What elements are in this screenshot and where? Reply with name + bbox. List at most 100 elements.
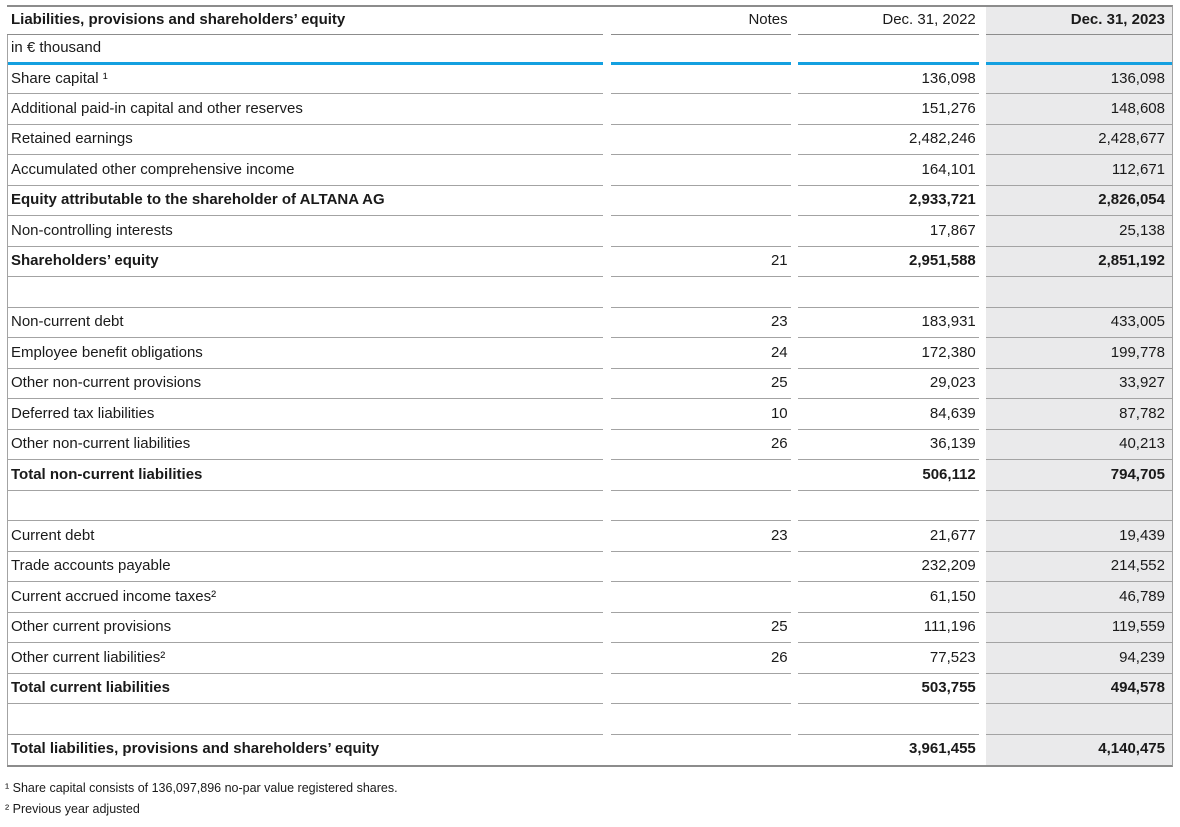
row-label: Other current liabilities² bbox=[7, 642, 603, 674]
column-gap bbox=[603, 582, 611, 613]
column-gap bbox=[791, 338, 798, 369]
value-2023: 25,138 bbox=[985, 215, 1172, 247]
spacer-row bbox=[7, 490, 1172, 521]
column-gap bbox=[791, 460, 798, 491]
table-row: Employee benefit obligations 24 172,380 199… bbox=[7, 337, 1172, 369]
value-2022: 164,101 bbox=[797, 154, 979, 186]
column-gap bbox=[979, 63, 986, 94]
value-2023: 148,608 bbox=[985, 93, 1172, 125]
value-2023: 19,439 bbox=[985, 520, 1172, 552]
note-ref bbox=[610, 276, 791, 308]
liabilities-equity-table: Liabilities, provisions and shareholders… bbox=[7, 7, 1172, 765]
row-label: Employee benefit obligations bbox=[7, 337, 603, 369]
note-ref: 25 bbox=[610, 368, 791, 399]
column-gap bbox=[603, 7, 611, 34]
value-2023: 494,578 bbox=[985, 673, 1172, 704]
value-2023 bbox=[985, 703, 1172, 735]
value-2022: 183,931 bbox=[797, 307, 979, 338]
row-label: Additional paid-in capital and other res… bbox=[7, 93, 603, 125]
table-row: Other non-current provisions 25 29,023 33,9… bbox=[7, 368, 1172, 399]
note-ref bbox=[610, 551, 791, 582]
value-2023: 794,705 bbox=[985, 459, 1172, 491]
note-ref: 26 bbox=[610, 429, 791, 460]
value-2022: 36,139 bbox=[797, 429, 979, 460]
column-gap bbox=[979, 429, 986, 460]
column-gap bbox=[791, 277, 798, 308]
column-gap bbox=[603, 124, 611, 155]
row-label: Deferred tax liabilities bbox=[7, 398, 603, 430]
table-row: Retained earnings 2,482,246 2,428,677 bbox=[7, 124, 1172, 155]
value-2022 bbox=[797, 703, 979, 735]
value-2023: 46,789 bbox=[985, 581, 1172, 613]
note-ref: 25 bbox=[610, 612, 791, 643]
column-gap bbox=[791, 582, 798, 613]
column-gap bbox=[979, 185, 986, 216]
row-label bbox=[7, 276, 603, 308]
table-row: Share capital ¹ 136,098 136,098 bbox=[7, 63, 1172, 94]
value-2023: 136,098 bbox=[985, 63, 1172, 94]
value-2023: 112,671 bbox=[985, 154, 1172, 186]
spacer-row bbox=[7, 703, 1172, 735]
note-ref bbox=[610, 154, 791, 186]
value-2023: 40,213 bbox=[985, 429, 1172, 460]
row-label: Trade accounts payable bbox=[7, 551, 603, 582]
note-ref bbox=[611, 734, 791, 765]
column-gap bbox=[791, 124, 798, 155]
column-gap bbox=[979, 368, 986, 399]
table-row: Total liabilities, provisions and shareh… bbox=[7, 734, 1172, 765]
value-2022: 136,098 bbox=[797, 63, 979, 94]
column-gap bbox=[791, 673, 798, 704]
column-gap bbox=[979, 216, 986, 247]
column-gap bbox=[791, 155, 798, 186]
row-label: Non-current debt bbox=[7, 307, 603, 338]
value-2022: 21,677 bbox=[797, 520, 979, 552]
column-gap bbox=[979, 307, 986, 338]
value-2023 bbox=[985, 276, 1172, 308]
column-gap bbox=[603, 34, 611, 63]
column-gap bbox=[979, 643, 986, 674]
column-gap bbox=[603, 307, 611, 338]
column-gap bbox=[979, 34, 986, 63]
value-2022: 2,482,246 bbox=[797, 124, 979, 155]
column-gap bbox=[979, 124, 986, 155]
unit-row: in € thousand bbox=[7, 34, 1172, 65]
column-gap bbox=[979, 155, 986, 186]
row-label: Share capital ¹ bbox=[7, 63, 603, 94]
note-ref: 10 bbox=[610, 398, 791, 430]
row-label: Accumulated other comprehensive income bbox=[7, 154, 603, 186]
value-2023: 4,140,475 bbox=[985, 734, 1172, 765]
column-gap bbox=[791, 185, 798, 216]
footnote-previous-year: ² Previous year adjusted bbox=[5, 802, 140, 817]
value-2023: 2,851,192 bbox=[985, 246, 1172, 277]
value-2023: 119,559 bbox=[985, 612, 1172, 643]
table-body: Share capital ¹ 136,098 136,098 Additional … bbox=[7, 63, 1172, 765]
column-gap bbox=[603, 399, 611, 430]
footnotes: ¹ Share capital consists of 136,097,896 … bbox=[5, 778, 1180, 822]
table-row: Additional paid-in capital and other res… bbox=[7, 93, 1172, 125]
column-gap bbox=[979, 94, 986, 125]
value-2023: 2,428,677 bbox=[985, 124, 1172, 155]
column-gap bbox=[791, 7, 798, 34]
note-ref bbox=[610, 93, 791, 125]
row-label: Other non-current provisions bbox=[7, 368, 603, 399]
column-gap bbox=[791, 521, 798, 552]
table-left-border bbox=[7, 35, 8, 765]
table-row: Non-current debt 23 183,931 433,005 bbox=[7, 307, 1172, 338]
value-2022: 2,933,721 bbox=[797, 185, 979, 216]
table-row: Non-controlling interests 17,867 25,138 bbox=[7, 215, 1172, 247]
column-gap bbox=[603, 551, 611, 582]
column-gap bbox=[791, 734, 798, 765]
column-gap bbox=[791, 551, 798, 582]
value-2022: 172,380 bbox=[797, 337, 979, 369]
value-2022: 111,196 bbox=[797, 612, 979, 643]
table-row: Trade accounts payable 232,209 214,552 bbox=[7, 551, 1172, 582]
table-row: Current debt 23 21,677 19,439 bbox=[7, 520, 1172, 552]
note-ref: 23 bbox=[610, 520, 791, 552]
value-2022: 17,867 bbox=[797, 215, 979, 247]
column-gap bbox=[791, 612, 798, 643]
footnote-share-capital: ¹ Share capital consists of 136,097,896 … bbox=[5, 780, 398, 795]
note-ref bbox=[610, 215, 791, 247]
column-gap bbox=[979, 246, 986, 277]
row-label bbox=[7, 703, 603, 735]
column-gap bbox=[603, 612, 611, 643]
